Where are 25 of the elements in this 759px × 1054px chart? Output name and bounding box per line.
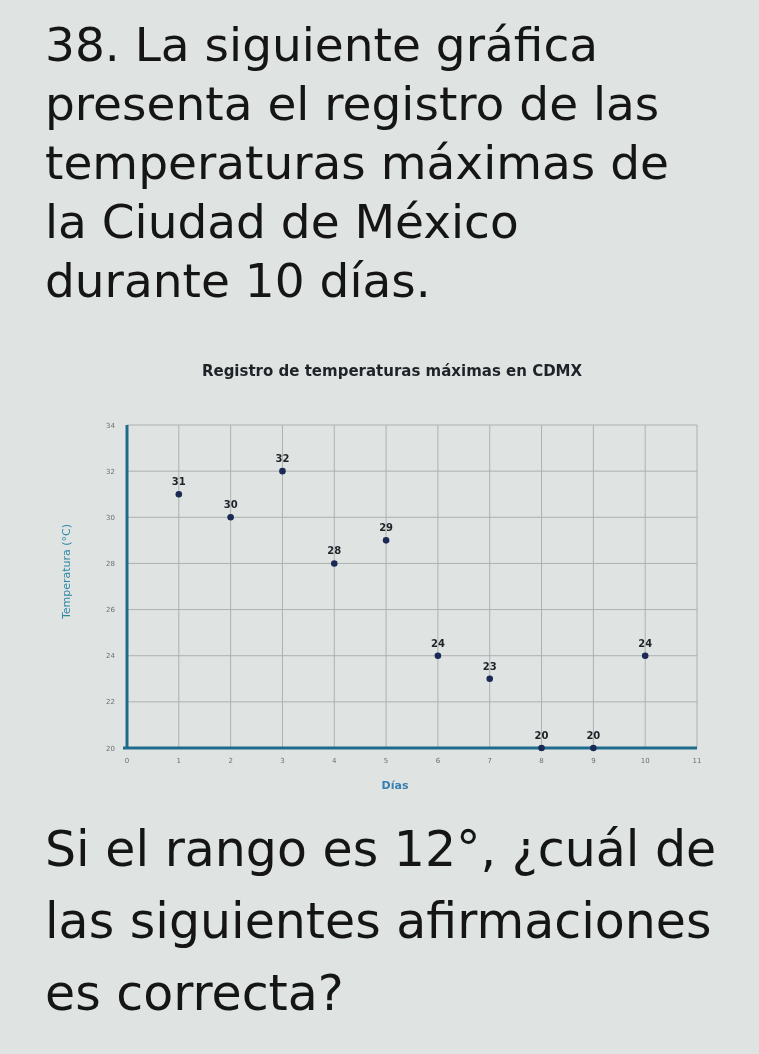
point [590,744,597,752]
point [538,744,545,752]
point [279,467,286,475]
data-label: 30 [223,499,238,511]
point [175,490,183,498]
data-label: 20 [586,730,601,741]
point [382,537,390,544]
y-axis-title: Temperatura (°C) [60,523,73,621]
data-label: 29 [379,522,394,534]
point [434,652,442,659]
x-axis-title: Días [381,779,409,792]
data-label: 28 [327,545,342,557]
data-label: 23 [482,660,497,672]
chart-title: Registro de temperaturas máximas en CDMX [201,362,583,380]
text: 38. La siguiente gráfica presenta el registro de las temperaturas máximas de la Ciudad de México durante 10 días. [45,16,670,310]
data-label: 24 [638,637,653,649]
point [486,675,494,683]
text: Si el rango es 12°, ¿cuál de las siguientes afirmaciones es correcta? [45,820,718,1024]
data-label: 20 [534,730,549,741]
point [641,652,649,659]
point [227,514,234,521]
data-label: 24 [430,637,445,649]
point [330,560,338,567]
data-label: 32 [275,453,290,465]
data-label: 31 [171,476,186,488]
